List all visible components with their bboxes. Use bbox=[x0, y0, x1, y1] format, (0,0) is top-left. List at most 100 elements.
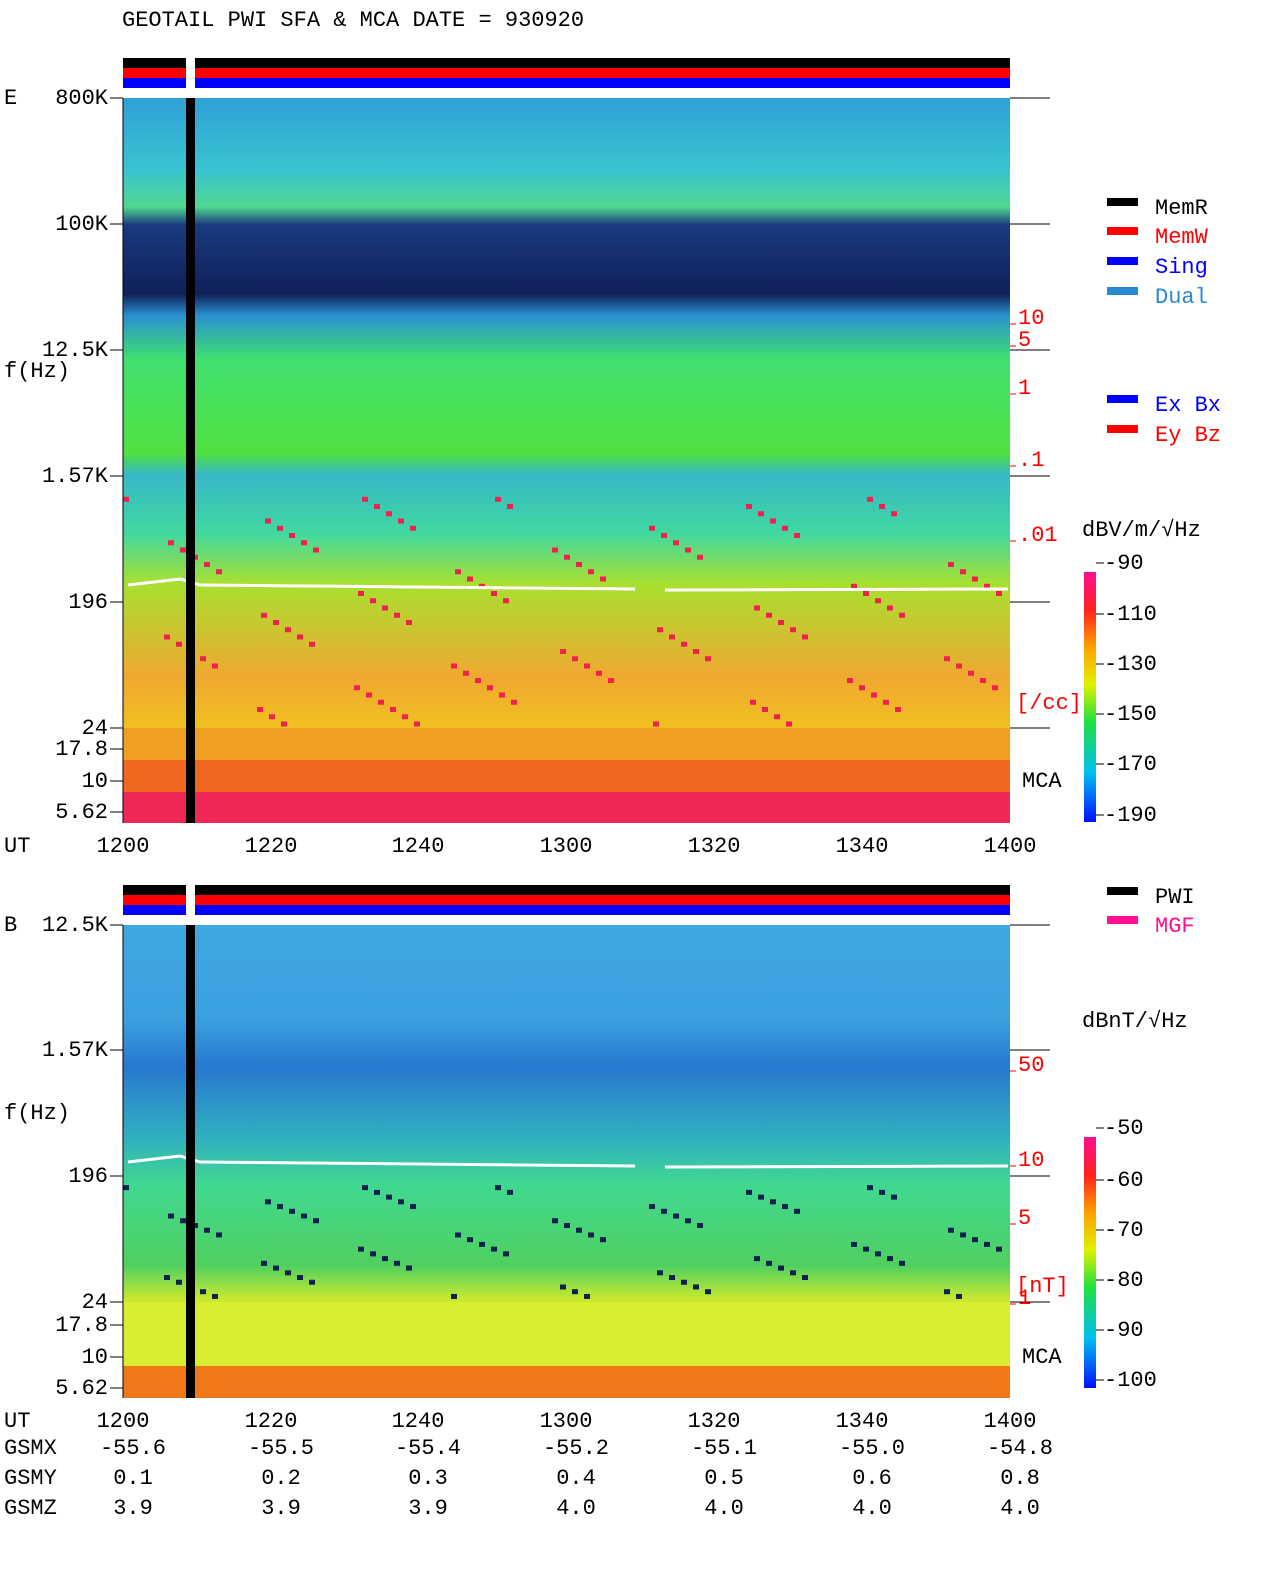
speckle bbox=[204, 562, 210, 567]
colorbar-tick-label: -130 bbox=[1104, 652, 1157, 677]
y-tick-label: 5.62 bbox=[55, 800, 108, 825]
legend-swatch bbox=[1107, 916, 1138, 924]
x-tick-label: 1200 bbox=[97, 834, 150, 859]
speckle bbox=[168, 1213, 174, 1219]
plots: Ef(Hz)800K100K12.5K1.57K1962417.8105.621… bbox=[4, 58, 1221, 1521]
speckle bbox=[386, 1194, 392, 1200]
speckle bbox=[277, 1204, 283, 1210]
colorbar bbox=[1084, 1137, 1096, 1388]
speckle bbox=[685, 547, 691, 553]
speckle bbox=[972, 576, 978, 582]
y-tick-label: 5.62 bbox=[55, 1376, 108, 1401]
speckle bbox=[560, 1284, 566, 1290]
speckle bbox=[313, 1218, 319, 1224]
speckle bbox=[790, 1270, 796, 1276]
speckle bbox=[746, 1189, 752, 1195]
legend-label: PWI bbox=[1155, 885, 1195, 910]
speckle bbox=[552, 1218, 558, 1224]
orbit-value: 0.6 bbox=[852, 1466, 892, 1491]
legend-label: MemW bbox=[1155, 225, 1209, 250]
speckle bbox=[265, 1199, 271, 1205]
speckle bbox=[766, 612, 772, 618]
colorbar-tick-label: -70 bbox=[1104, 1218, 1144, 1243]
legend-swatch bbox=[1107, 395, 1138, 403]
speckle bbox=[414, 721, 420, 727]
speckle bbox=[358, 1246, 364, 1252]
legend-label: MGF bbox=[1155, 914, 1195, 939]
speckle bbox=[871, 692, 877, 698]
title: GEOTAIL PWI SFA & MCA DATE = 930920 bbox=[122, 8, 584, 33]
speckle bbox=[693, 649, 699, 654]
speckle bbox=[992, 685, 998, 691]
x-tick-label: 1400 bbox=[984, 1409, 1037, 1434]
speckle bbox=[289, 1208, 295, 1214]
speckle bbox=[851, 583, 857, 589]
x-axis-label: UT bbox=[4, 834, 30, 859]
speckle bbox=[374, 1189, 380, 1195]
speckle bbox=[402, 714, 408, 720]
speckle bbox=[608, 678, 614, 683]
colorbar bbox=[1084, 572, 1096, 822]
legend-label: Sing bbox=[1155, 255, 1208, 280]
speckle bbox=[657, 1270, 663, 1276]
right-tick-label: 5 bbox=[1018, 1206, 1031, 1231]
speckle bbox=[451, 1293, 457, 1299]
speckle bbox=[794, 1208, 800, 1214]
speckle bbox=[948, 562, 954, 567]
legend-swatch bbox=[1107, 257, 1138, 265]
mca-band bbox=[123, 760, 1010, 792]
speckle bbox=[503, 1251, 509, 1257]
legend-label: Ey Bz bbox=[1155, 423, 1221, 448]
speckle bbox=[479, 1241, 485, 1247]
speckle bbox=[398, 1199, 404, 1205]
speckle bbox=[180, 1218, 186, 1224]
speckle bbox=[766, 1260, 772, 1266]
speckle bbox=[588, 569, 594, 575]
y-tick-label: 12.5K bbox=[42, 913, 109, 938]
speckle bbox=[410, 1204, 416, 1210]
speckle bbox=[891, 511, 897, 517]
speckle bbox=[265, 518, 271, 524]
speckle bbox=[507, 1189, 513, 1195]
speckle bbox=[564, 554, 570, 560]
y-tick-label: 1.57K bbox=[42, 464, 109, 489]
speckle bbox=[309, 641, 315, 647]
speckle bbox=[475, 678, 481, 683]
speckle bbox=[770, 518, 776, 524]
y-tick-label: 24 bbox=[82, 716, 108, 741]
speckle bbox=[802, 1275, 808, 1281]
y-axis-label: f(Hz) bbox=[4, 359, 70, 384]
speckle bbox=[507, 504, 513, 509]
x-tick-label: 1300 bbox=[540, 1409, 593, 1434]
y-tick-label: 17.8 bbox=[55, 1313, 108, 1338]
speckle bbox=[491, 591, 497, 596]
status-bar bbox=[123, 885, 1010, 895]
y-tick-label: 10 bbox=[82, 1345, 108, 1370]
right-tick-label: .1 bbox=[1018, 448, 1044, 473]
speckle bbox=[503, 598, 509, 604]
orbit-value: -55.2 bbox=[543, 1436, 609, 1461]
x-tick-label: 1240 bbox=[392, 834, 445, 859]
speckle bbox=[697, 554, 703, 560]
speckle bbox=[600, 576, 606, 582]
speckle bbox=[649, 1204, 655, 1210]
speckle bbox=[750, 699, 756, 705]
speckle bbox=[948, 1227, 954, 1233]
speckle bbox=[584, 1293, 590, 1299]
status-bar bbox=[123, 895, 1010, 905]
speckle bbox=[499, 692, 505, 698]
colorbar-tick-label: -60 bbox=[1104, 1168, 1144, 1193]
speckle bbox=[758, 1194, 764, 1200]
speckle bbox=[802, 634, 808, 640]
legend-swatch bbox=[1107, 198, 1138, 206]
speckle bbox=[362, 1185, 368, 1191]
orbit-value: -55.1 bbox=[691, 1436, 757, 1461]
speckle bbox=[770, 1199, 776, 1205]
speckle bbox=[673, 540, 679, 546]
speckle bbox=[491, 1246, 497, 1252]
speckle bbox=[758, 511, 764, 517]
speckle bbox=[366, 692, 372, 698]
status-bar bbox=[123, 905, 1010, 915]
orbit-value: -54.8 bbox=[987, 1436, 1053, 1461]
